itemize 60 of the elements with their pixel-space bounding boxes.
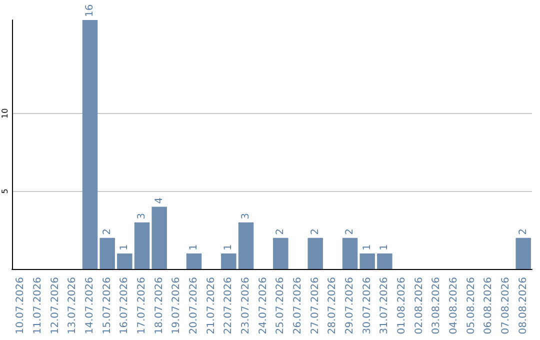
x-tick-label: 29.07.2026 xyxy=(344,277,356,334)
x-tick-label: 14.07.2026 xyxy=(84,277,96,334)
data-label: 2 xyxy=(518,228,529,235)
data-label: 1 xyxy=(379,244,390,250)
bar xyxy=(134,222,150,269)
bar xyxy=(360,253,375,269)
x-tick-label: 05.08.2026 xyxy=(466,277,477,334)
x-tick-label: 26.07.2026 xyxy=(292,277,304,334)
x-tick-label: 11.07.2026 xyxy=(32,277,44,334)
data-label: 1 xyxy=(223,244,234,250)
y-tick-label: 5 xyxy=(0,188,10,194)
data-label: 4 xyxy=(154,197,165,204)
data-label: 3 xyxy=(240,212,252,220)
x-tick-label: 03.08.2026 xyxy=(431,277,442,334)
x-tick-label: 31.07.2026 xyxy=(379,277,390,334)
x-tick-label: 28.07.2026 xyxy=(327,277,338,334)
y-tick-label: 10 xyxy=(0,108,10,118)
x-tick-label: 07.08.2026 xyxy=(500,277,512,334)
bar xyxy=(152,206,167,269)
bar xyxy=(82,20,98,269)
x-tick-label: 06.08.2026 xyxy=(483,277,494,334)
bar xyxy=(308,238,323,269)
bar xyxy=(273,238,288,269)
x-tick-label: 08.08.2026 xyxy=(518,277,529,334)
x-tick-label: 16.07.2026 xyxy=(119,277,130,334)
data-label: 1 xyxy=(362,244,373,250)
data-label: 1 xyxy=(119,244,130,250)
x-tick-label: 15.07.2026 xyxy=(102,277,113,334)
bar xyxy=(342,238,358,269)
bar xyxy=(221,253,236,269)
x-tick-label: 17.07.2026 xyxy=(136,277,148,334)
data-label: 3 xyxy=(136,212,148,220)
data-label: 2 xyxy=(310,228,321,235)
x-tick-label: 01.08.2026 xyxy=(396,277,408,334)
x-tick-label: 13.07.2026 xyxy=(67,277,78,334)
data-label: 2 xyxy=(344,228,356,235)
data-label: 2 xyxy=(102,228,113,235)
x-tick-label: 02.08.2026 xyxy=(414,277,425,334)
x-tick-label: 21.07.2026 xyxy=(206,277,217,334)
x-tick-label: 20.07.2026 xyxy=(188,277,200,334)
bar xyxy=(186,253,202,269)
x-tick-label: 24.07.2026 xyxy=(258,277,269,334)
bar xyxy=(238,222,254,269)
x-tick-label: 10.07.2026 xyxy=(15,277,26,334)
x-tick-label: 27.07.2026 xyxy=(310,277,321,334)
bar xyxy=(377,253,392,269)
bar xyxy=(100,238,115,269)
x-tick-label: 19.07.2026 xyxy=(171,277,182,334)
bar xyxy=(117,253,132,269)
x-tick-label: 25.07.2026 xyxy=(275,277,286,334)
bar xyxy=(516,238,531,269)
data-label: 1 xyxy=(188,244,200,250)
x-tick-label: 23.07.2026 xyxy=(240,277,252,334)
x-tick-label: 30.07.2026 xyxy=(362,277,373,334)
x-tick-label: 04.08.2026 xyxy=(448,277,460,334)
x-tick-label: 18.07.2026 xyxy=(154,277,165,334)
x-tick-label: 22.07.2026 xyxy=(223,277,234,334)
data-label: 2 xyxy=(275,228,286,235)
x-tick-label: 12.07.2026 xyxy=(50,277,61,334)
data-label: 16 xyxy=(84,4,96,17)
